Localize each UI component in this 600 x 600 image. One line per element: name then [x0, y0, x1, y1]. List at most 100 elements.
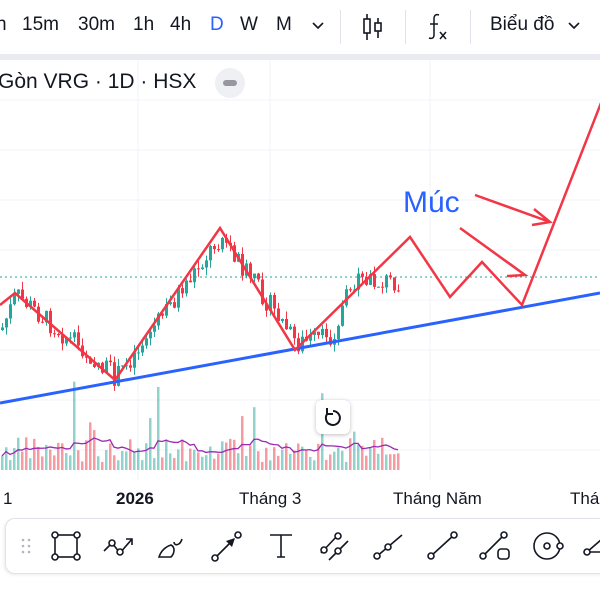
time-label: Tháng 3: [239, 489, 302, 508]
volume-bar: [181, 439, 184, 470]
brush-tool-icon[interactable]: [156, 529, 190, 563]
candle-body: [293, 326, 296, 339]
info-line-icon[interactable]: [478, 529, 512, 563]
time-label: Tháng Năm: [393, 489, 482, 508]
interval-w[interactable]: W: [240, 14, 258, 35]
volume-bar: [113, 455, 116, 470]
chevron-down-icon[interactable]: [312, 22, 324, 30]
candle-body: [341, 305, 344, 326]
price-chart[interactable]: [0, 60, 600, 480]
path-tool-icon[interactable]: [102, 529, 136, 563]
time-label: Thá: [570, 489, 600, 508]
candle-body: [209, 246, 212, 261]
circle-tool-icon[interactable]: [530, 529, 564, 563]
volume-bar: [1, 455, 4, 470]
candle-body: [273, 294, 276, 309]
candle-body: [177, 288, 180, 308]
candle-body: [53, 333, 56, 335]
candle-body: [321, 328, 324, 336]
volume-bar: [169, 453, 172, 470]
candle-body: [133, 352, 136, 368]
interval-d[interactable]: D: [210, 14, 224, 35]
chevron-down-icon[interactable]: [568, 22, 580, 30]
volume-bar: [309, 456, 312, 470]
reset-view-button[interactable]: [316, 400, 350, 434]
volume-bar: [373, 439, 376, 470]
chart-menu-button[interactable]: Biểu đồ: [490, 14, 555, 35]
trend-angle-icon[interactable]: [372, 529, 406, 563]
volume-bar: [349, 438, 352, 470]
volume-bar: [269, 460, 272, 470]
volume-bar: [297, 443, 300, 470]
candle-body: [61, 335, 64, 344]
volume-bar: [205, 455, 208, 470]
volume-bar: [337, 447, 340, 470]
drag-handle-icon[interactable]: [16, 529, 36, 563]
candle-body: [377, 286, 380, 288]
volume-bar: [33, 438, 36, 470]
volume-ma-line: [1, 437, 399, 457]
candle-body: [381, 286, 384, 288]
volume-bar: [73, 381, 76, 470]
candle-body: [317, 331, 320, 336]
candle-body: [125, 365, 128, 367]
volume-bar: [313, 460, 316, 470]
volume-bar: [165, 439, 168, 470]
rectangle-tool-icon[interactable]: [48, 529, 82, 563]
candle-body: [49, 310, 52, 334]
time-label: 2026: [116, 489, 154, 508]
volume-bar: [369, 447, 372, 470]
interval-15m[interactable]: 15m: [22, 14, 59, 35]
candle-body: [1, 327, 4, 330]
trend-line-icon[interactable]: [426, 529, 460, 563]
volume-bar: [185, 461, 188, 470]
candle-body: [165, 304, 168, 316]
arrow-tool-icon[interactable]: [210, 529, 244, 563]
annotation-text[interactable]: Múc: [403, 186, 460, 219]
candle-body: [309, 334, 312, 341]
parallel-channel-icon[interactable]: [318, 529, 352, 563]
candle-body: [41, 321, 44, 323]
candle-body: [109, 360, 112, 363]
interval-1h[interactable]: 1h: [133, 14, 155, 35]
interval-4h[interactable]: 4h: [170, 14, 192, 35]
collapse-legend-button[interactable]: [215, 68, 245, 98]
volume-bar: [105, 450, 108, 470]
volume-bar: [333, 451, 336, 470]
volume-bar: [385, 454, 388, 470]
candle-body: [249, 263, 252, 279]
volume-bar: [221, 441, 224, 470]
candle-body: [45, 310, 48, 323]
volume-bar: [229, 438, 232, 470]
candle-body: [161, 313, 164, 316]
volume-bar: [301, 446, 304, 470]
volume-bar: [345, 461, 348, 470]
volume-bar: [37, 446, 40, 470]
trend-line: [0, 291, 600, 405]
fx-icon[interactable]: [425, 12, 451, 42]
minus-icon: [223, 80, 237, 86]
divider: [405, 10, 406, 44]
symbol-legend[interactable]: Gòn VRG · 1D · HSX: [0, 70, 197, 93]
interval-m[interactable]: M: [276, 14, 292, 35]
interval-h[interactable]: h: [0, 14, 7, 35]
volume-bar: [233, 439, 236, 470]
text-tool-icon[interactable]: [264, 529, 298, 563]
volume-bar: [145, 443, 148, 470]
candle-body: [141, 345, 144, 353]
volume-bar: [341, 450, 344, 470]
volume-bar: [101, 461, 104, 470]
interval-30m[interactable]: 30m: [78, 14, 115, 35]
volume-bar: [249, 445, 252, 470]
candle-body: [113, 362, 116, 386]
candle-body: [57, 333, 60, 336]
volume-bar: [217, 453, 220, 470]
volume-bar: [265, 447, 268, 470]
volume-bar: [141, 460, 144, 470]
fib-tool-icon[interactable]: [582, 529, 600, 563]
candle-body: [9, 304, 12, 319]
divider: [340, 10, 341, 44]
candlestick-icon[interactable]: [361, 12, 385, 42]
arrow-drawing: [459, 226, 529, 278]
volume-bar: [161, 457, 164, 470]
